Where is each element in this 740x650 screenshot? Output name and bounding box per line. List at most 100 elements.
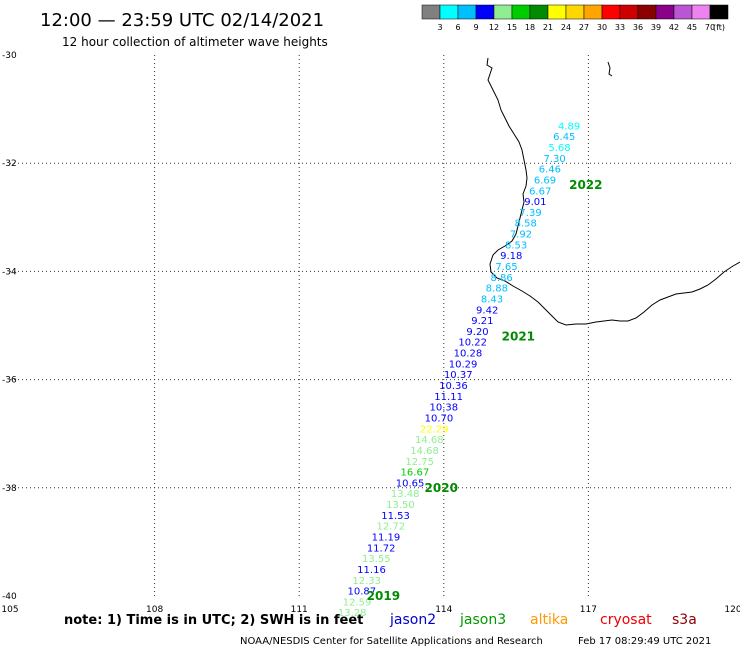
y-tick-label: -30 <box>2 51 17 61</box>
wave-height-point: 8.88 <box>486 284 508 295</box>
wave-height-point: 13.48 <box>391 489 420 500</box>
wave-height-point: 8.53 <box>505 240 527 251</box>
time-label: 2020 <box>425 481 458 495</box>
wave-height-point: 9.42 <box>476 305 498 316</box>
wave-height-point: 14.68 <box>415 435 444 446</box>
wave-height-point: 12.59 <box>343 597 372 608</box>
colorbar-swatch <box>583 4 603 20</box>
colorbar-label: 9 <box>473 23 478 32</box>
wave-height-point: 12.33 <box>352 576 381 587</box>
wave-height-point: 8.86 <box>491 273 513 284</box>
wave-height-point: 10.38 <box>429 403 458 414</box>
wave-height-point: 22.29 <box>420 424 449 435</box>
colorbar-swatch <box>565 4 585 20</box>
colorbar-label: 3 <box>437 23 442 32</box>
colorbar-label: 21 <box>543 23 553 32</box>
wave-height-point: 9.18 <box>500 251 522 262</box>
footer-note: note: 1) Time is in UTC; 2) SWH is in fe… <box>64 613 363 628</box>
australia-coastline <box>486 57 740 326</box>
wave-height-point: 4.89 <box>558 121 580 132</box>
wave-height-point: 13.55 <box>362 554 391 565</box>
wave-height-point: 6.45 <box>553 132 575 143</box>
colorbar-swatch <box>511 4 531 20</box>
wave-height-point: 7.65 <box>495 262 517 273</box>
colorbar-label: 33 <box>615 23 625 32</box>
wave-height-point: 7.39 <box>519 208 541 219</box>
legend-item-jason3: jason3 <box>459 612 506 628</box>
wave-height-point: 10.65 <box>396 478 425 489</box>
x-tick-label: 114 <box>435 605 452 615</box>
wave-height-point: 9.20 <box>466 327 488 338</box>
wave-height-point: 11.53 <box>381 511 410 522</box>
colorbar-swatch <box>619 4 639 20</box>
colorbar-label: 45 <box>687 23 697 32</box>
legend-item-cryosat: cryosat <box>600 612 652 628</box>
wave-height-point: 16.67 <box>401 468 430 479</box>
time-labels: 2022 2021 2020 2019 <box>367 178 603 603</box>
wave-height-labels: 4.896.455.687.306.466.696.679.017.398.58… <box>338 121 580 619</box>
wave-height-point: 7.30 <box>544 154 566 165</box>
colorbar-label: 70 <box>705 23 715 32</box>
colorbar-swatch <box>673 4 693 20</box>
colorbar-swatch <box>601 4 621 20</box>
x-tick-label: 105 <box>1 605 18 615</box>
legend-item-jason2: jason2 <box>389 612 436 628</box>
time-label: 2021 <box>502 329 535 343</box>
chart-subtitle: 12 hour collection of altimeter wave hei… <box>62 35 328 49</box>
wave-height-point: 10.36 <box>439 381 468 392</box>
wave-height-point: 13.28 <box>338 608 367 619</box>
colorbar-label: 24 <box>561 23 571 32</box>
wave-height-point: 11.19 <box>372 532 401 543</box>
colorbar-swatch <box>457 4 477 20</box>
x-tick-label: 111 <box>291 605 308 615</box>
grid <box>10 55 733 596</box>
legend-item-altika: altika <box>530 612 568 628</box>
y-tick-label: -40 <box>2 592 17 602</box>
colorbar-swatch <box>529 4 549 20</box>
coastal-island <box>607 61 613 77</box>
colorbar-swatch <box>547 4 567 20</box>
colorbar-label: 12 <box>489 23 499 32</box>
colorbar-label: 36 <box>633 23 643 32</box>
colorbar-swatch <box>637 4 657 20</box>
colorbar-label: 15 <box>507 23 517 32</box>
wave-height-point: 10.37 <box>444 370 473 381</box>
wave-height-point: 12.75 <box>405 457 434 468</box>
colorbar-unit: (ft) <box>713 23 725 32</box>
wave-height-point: 11.72 <box>367 543 396 554</box>
colorbar: 3 6 9 12 15 18 21 24 27 30 33 36 39 42 45 70 <box>421 4 729 32</box>
legend-item-s3a: s3a <box>672 612 697 628</box>
wave-height-point: 6.46 <box>539 165 561 176</box>
wave-height-point: 9.21 <box>471 316 493 327</box>
wave-height-point: 12.72 <box>376 522 405 533</box>
wave-height-point: 11.11 <box>434 392 463 403</box>
time-label: 2022 <box>569 178 602 192</box>
x-tick-label: 120 <box>724 605 740 615</box>
wave-height-point: 10.87 <box>348 587 377 598</box>
y-tick-label: -34 <box>2 267 17 277</box>
colorbar-swatch <box>709 4 729 20</box>
wave-height-point: 5.68 <box>548 143 570 154</box>
colorbar-label: 27 <box>579 23 589 32</box>
wave-height-point: 14.68 <box>410 446 439 457</box>
coastline <box>486 57 740 326</box>
colorbar-swatch <box>655 4 675 20</box>
wave-height-point: 10.70 <box>425 413 454 424</box>
colorbar-swatch <box>691 4 711 20</box>
footer-timestamp: Feb 17 08:29:49 UTC 2021 <box>578 636 711 647</box>
colorbar-swatch <box>439 4 459 20</box>
wave-height-point: 6.69 <box>534 175 556 186</box>
colorbar-swatch <box>475 4 495 20</box>
colorbar-label: 39 <box>651 23 661 32</box>
time-label: 2019 <box>367 589 400 603</box>
colorbar-label: 30 <box>597 23 607 32</box>
wave-height-point: 8.58 <box>515 219 537 230</box>
chart-title: 12:00 — 23:59 UTC 02/14/2021 <box>40 10 324 31</box>
wave-height-point: 13.50 <box>386 500 415 511</box>
wave-height-point: 11.16 <box>357 565 386 576</box>
wave-height-point: 10.29 <box>449 359 478 370</box>
wave-height-point: 8.43 <box>481 294 503 305</box>
y-tick-label: -38 <box>2 484 17 494</box>
